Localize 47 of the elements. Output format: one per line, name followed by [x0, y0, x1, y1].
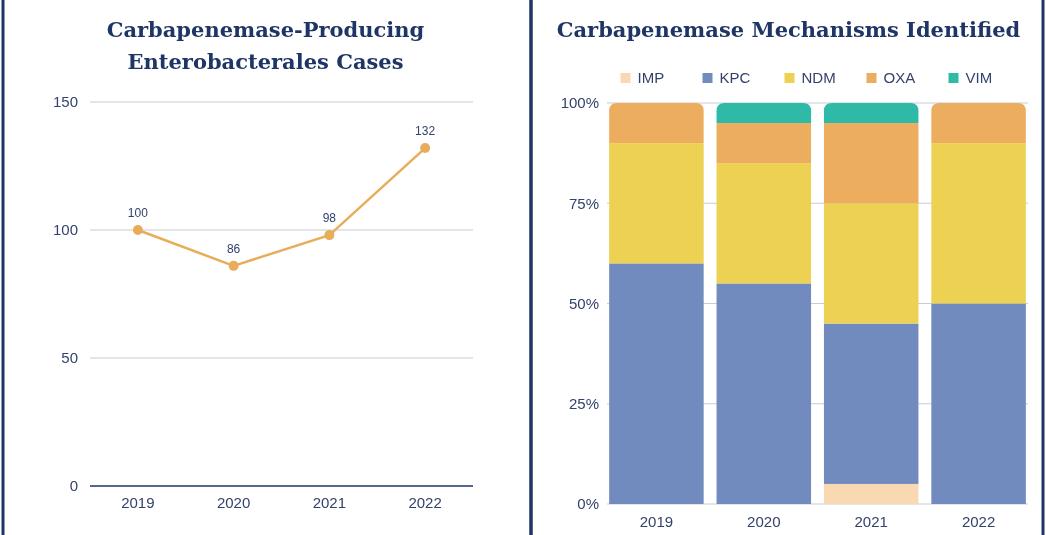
point [132, 225, 143, 235]
chart-title: Carbapenemase Mechanisms Identified [556, 17, 1021, 42]
bar [716, 123, 812, 164]
x-tick-label: 2020 [747, 513, 781, 530]
y-tick-label: 50 [61, 349, 78, 367]
x-tick-label: 2022 [961, 513, 996, 530]
y-tick-label: 100 [52, 221, 78, 239]
bar [716, 103, 812, 124]
y-tick-label: 25% [568, 395, 599, 412]
y-tick-label: 0 [69, 477, 78, 495]
legend-label: NDM [801, 69, 836, 87]
bar [823, 103, 919, 124]
bar [716, 163, 812, 284]
bar [823, 323, 919, 484]
x-tick-label: 2021 [854, 513, 888, 530]
y-tick-label: 0% [577, 495, 599, 513]
legend-label: KPC [719, 69, 751, 87]
data-label: 86 [226, 241, 241, 256]
point [324, 230, 335, 241]
y-tick-label: 50% [568, 294, 599, 312]
bar [823, 203, 919, 324]
x-tick-label: 2022 [408, 494, 442, 511]
data-label: 98 [322, 211, 337, 226]
bar [931, 103, 1026, 144]
point [420, 143, 431, 154]
bar [931, 303, 1026, 504]
legend-label: IMP [637, 69, 665, 87]
x-tick-label: 2021 [312, 494, 347, 511]
bar [823, 123, 919, 204]
bar [931, 143, 1026, 304]
x-tick-label: 2019 [121, 494, 155, 511]
y-tick-label: 75% [568, 194, 599, 212]
bar [823, 483, 919, 504]
x-tick-label: 2019 [639, 513, 674, 530]
y-tick-label: 100% [560, 94, 599, 112]
bar [609, 263, 704, 504]
legend-label: OXA [883, 69, 916, 87]
chart-title: Carbapenemase-Producing Enterobacterales Cases [106, 17, 425, 74]
data-label: 100 [127, 206, 149, 220]
legend-label: VIM [965, 69, 993, 87]
bar [609, 143, 704, 264]
bar [609, 103, 704, 144]
bar [716, 283, 812, 504]
y-tick-label: 150 [52, 93, 78, 111]
x-tick-label: 2020 [216, 494, 251, 511]
point [228, 260, 239, 271]
data-label: 132 [415, 124, 436, 139]
